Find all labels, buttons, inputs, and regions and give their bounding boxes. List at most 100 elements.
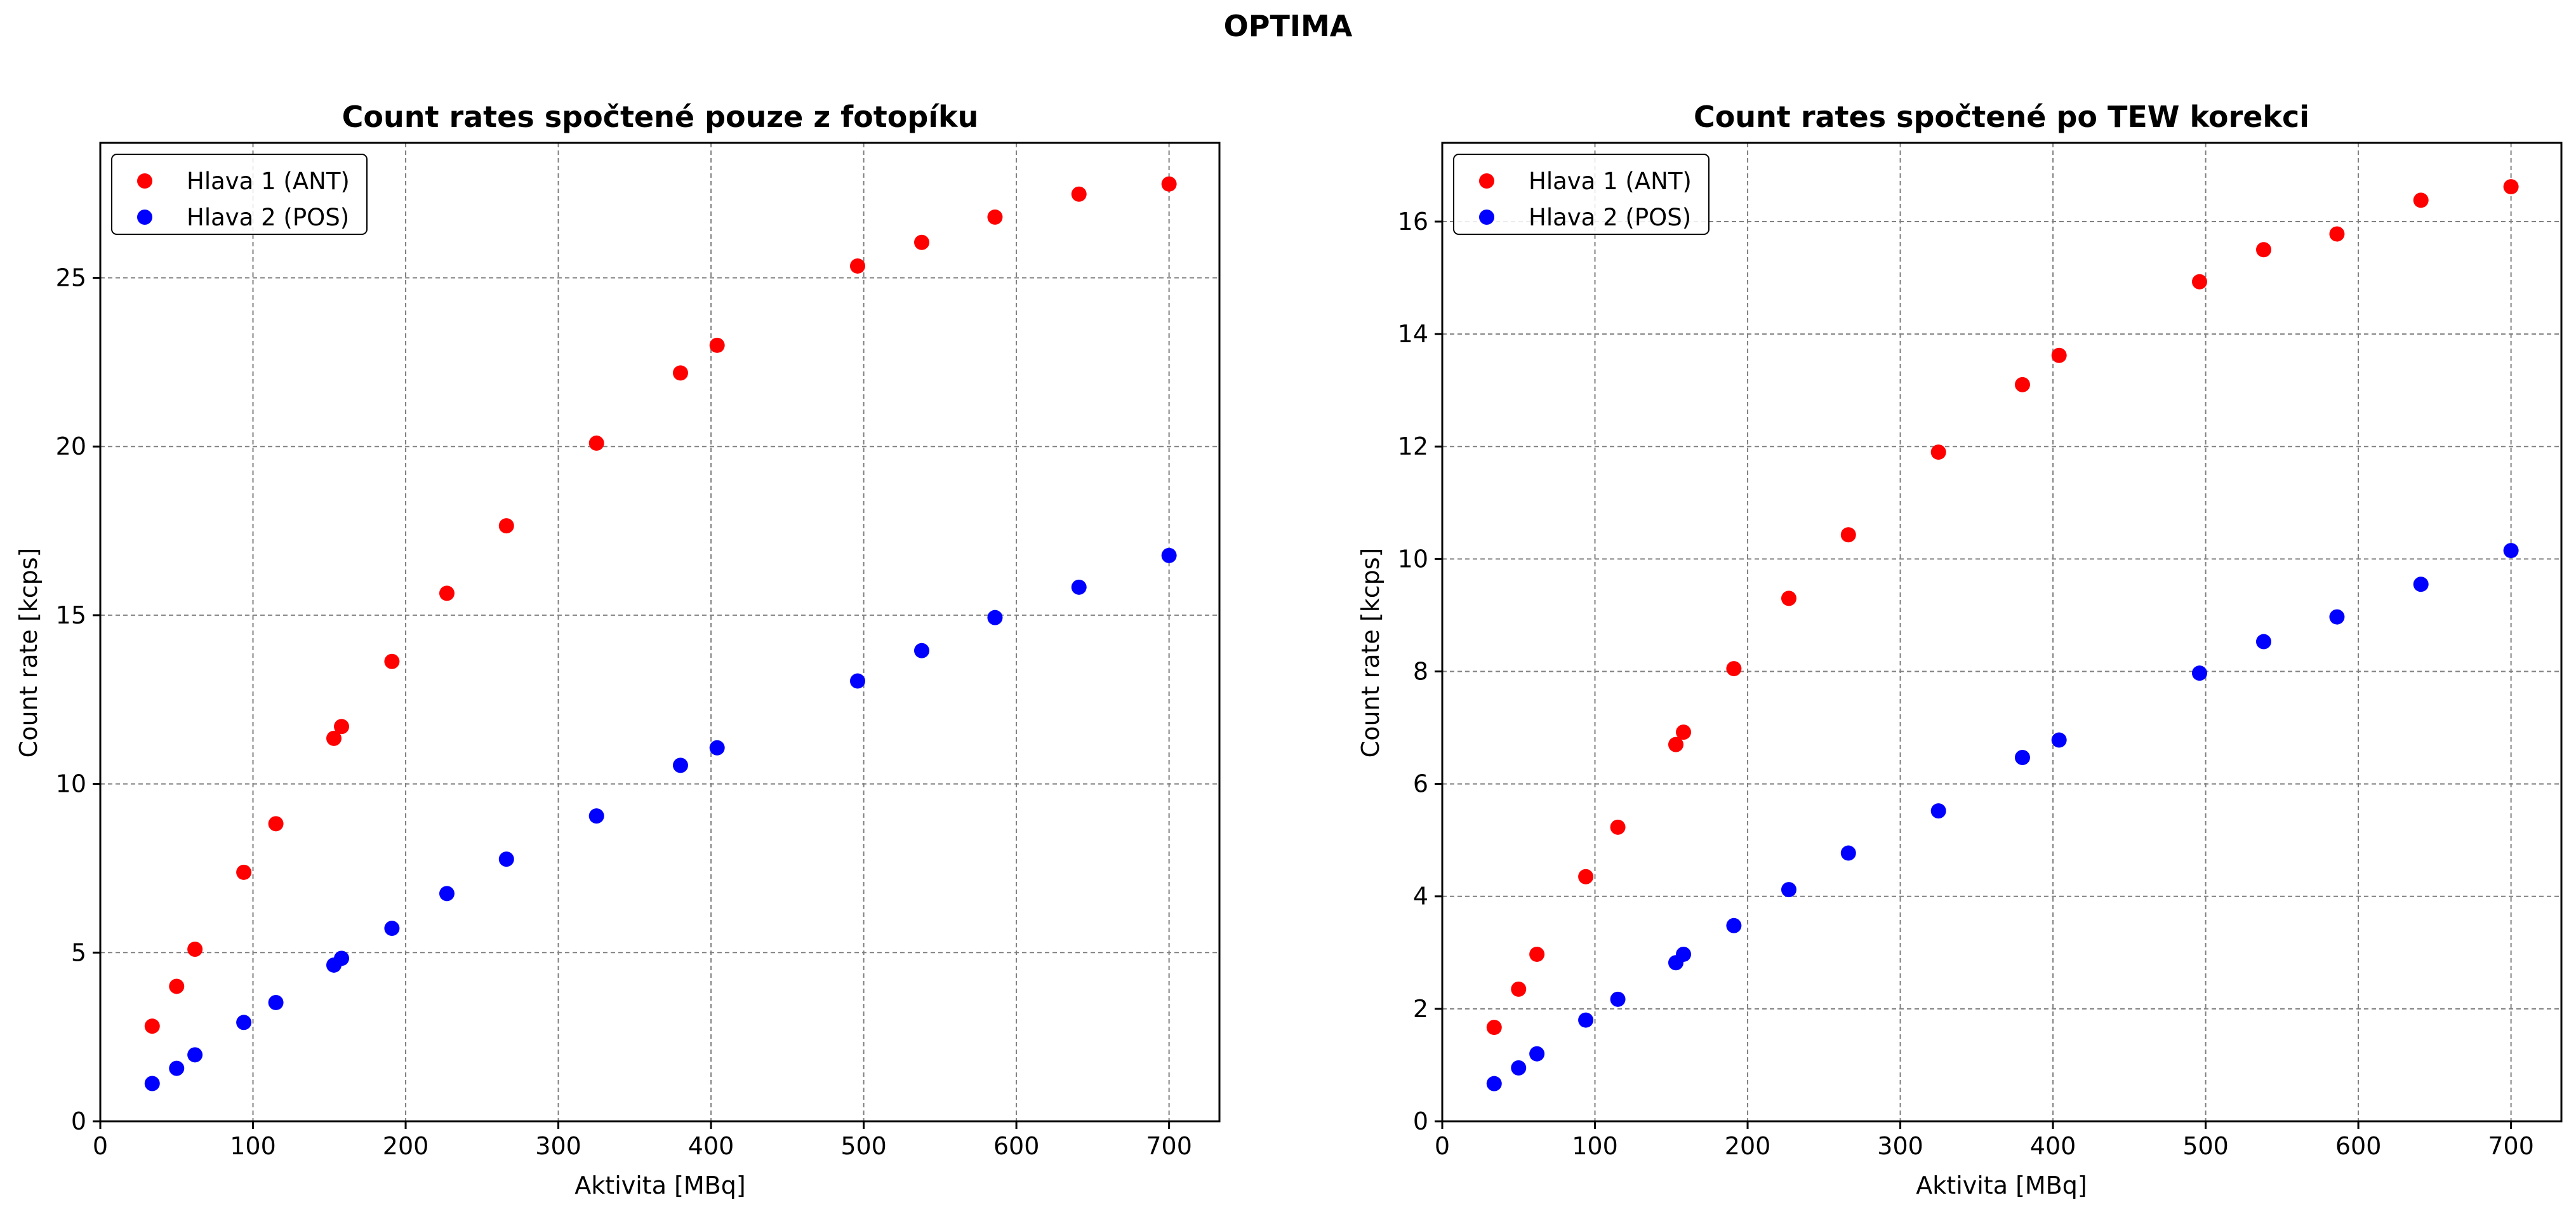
data-point-left-series-2 — [384, 921, 400, 937]
x-axis-label-right: Aktivita [MBq] — [1916, 1171, 2087, 1199]
legend-right — [1453, 154, 1710, 235]
figure-suptitle: OPTIMA — [1224, 9, 1353, 43]
data-point-left-series-2 — [849, 673, 865, 689]
y-tick-label-right: 6 — [1413, 770, 1428, 798]
data-point-left-series-2 — [987, 610, 1003, 625]
y-tick-label-right: 14 — [1398, 320, 1428, 348]
x-tick-label-left: 400 — [688, 1132, 734, 1160]
x-tick-label-left: 600 — [993, 1132, 1040, 1160]
data-point-right-series-1 — [1930, 444, 1946, 460]
data-point-left-series-1 — [498, 518, 514, 534]
chart-panel-right: Count rates spočtené po TEW korekci Akti… — [1357, 100, 2563, 1199]
data-point-left-series-2 — [913, 643, 929, 658]
legend-marker-left-series-1 — [137, 173, 152, 189]
data-point-left-series-2 — [709, 740, 725, 756]
data-point-left-series-1 — [268, 816, 284, 832]
data-point-right-series-1 — [1668, 737, 1683, 752]
x-tick-label-right: 300 — [1877, 1132, 1923, 1160]
data-point-right-series-1 — [1840, 527, 1856, 543]
y-tick-label-right: 4 — [1413, 883, 1428, 910]
y-tick-label-right: 2 — [1413, 995, 1428, 1023]
data-point-right-series-1 — [1486, 1020, 1502, 1036]
data-point-left-series-2 — [1071, 579, 1087, 595]
data-point-left-series-2 — [1161, 547, 1177, 563]
data-point-right-series-2 — [1930, 803, 1946, 819]
data-point-left-series-2 — [268, 994, 284, 1010]
legend-left — [111, 154, 368, 235]
y-tick-label-left: 5 — [71, 938, 86, 966]
y-axis-label-right: Count rate [kcps] — [1357, 548, 1384, 758]
data-point-left-series-1 — [672, 365, 688, 381]
data-point-right-series-2 — [2255, 634, 2271, 650]
data-point-left-series-1 — [236, 864, 252, 880]
chart-title-left: Count rates spočtené pouze z fotopíku — [342, 100, 979, 134]
x-tick-label-right: 500 — [2182, 1132, 2229, 1160]
data-point-left-series-2 — [187, 1047, 203, 1063]
data-point-left-series-2 — [498, 851, 514, 867]
data-point-right-series-1 — [1781, 590, 1796, 606]
y-tick-label-right: 10 — [1398, 545, 1428, 573]
x-tick-label-left: 100 — [230, 1132, 276, 1160]
data-point-left-series-1 — [334, 719, 350, 735]
x-tick-label-right: 0 — [1435, 1132, 1450, 1160]
data-point-left-series-1 — [326, 730, 342, 746]
data-point-left-series-1 — [709, 337, 725, 353]
data-point-left-series-2 — [672, 757, 688, 773]
data-point-right-series-1 — [1529, 946, 1545, 962]
data-point-left-series-1 — [169, 978, 185, 994]
data-point-right-series-2 — [2051, 732, 2067, 748]
data-point-right-series-2 — [1676, 946, 1692, 962]
y-axis-label-left: Count rate [kcps] — [15, 548, 43, 758]
legend-label-left-series-2: Hlava 2 (POS) — [187, 204, 349, 231]
data-point-right-series-1 — [2329, 226, 2345, 242]
y-tick-label-left: 0 — [71, 1107, 86, 1135]
data-point-right-series-2 — [1781, 882, 1796, 898]
x-tick-label-left: 200 — [383, 1132, 429, 1160]
data-point-right-series-1 — [1726, 661, 1742, 677]
data-point-right-series-2 — [2413, 577, 2429, 592]
legend-label-left-series-1: Hlava 1 (ANT) — [187, 168, 350, 195]
data-point-right-series-1 — [2191, 274, 2207, 290]
data-point-left-series-2 — [439, 886, 455, 902]
x-tick-label-left: 500 — [840, 1132, 887, 1160]
data-point-right-series-1 — [1676, 724, 1692, 740]
data-point-right-series-1 — [1610, 819, 1626, 835]
x-tick-label-right: 700 — [2488, 1132, 2534, 1160]
data-point-left-series-1 — [987, 209, 1003, 225]
data-point-right-series-2 — [1511, 1060, 1527, 1076]
data-point-right-series-1 — [2255, 242, 2271, 258]
data-point-left-series-2 — [236, 1015, 252, 1031]
legend-label-right-series-2: Hlava 2 (POS) — [1529, 204, 1691, 231]
data-point-left-series-1 — [1071, 186, 1087, 202]
data-point-left-series-1 — [439, 585, 455, 601]
data-point-left-series-1 — [849, 258, 865, 274]
data-point-right-series-2 — [1840, 845, 1856, 861]
data-point-right-series-1 — [2014, 377, 2030, 392]
y-tick-label-left: 15 — [56, 601, 86, 629]
legend-marker-left-series-2 — [137, 210, 152, 225]
data-point-right-series-1 — [2413, 192, 2429, 208]
chart-title-right: Count rates spočtené po TEW korekci — [1694, 100, 2309, 134]
data-point-left-series-2 — [334, 951, 350, 966]
x-tick-label-right: 600 — [2335, 1132, 2382, 1160]
legend-label-right-series-1: Hlava 1 (ANT) — [1529, 168, 1692, 195]
data-point-right-series-2 — [2014, 749, 2030, 765]
data-point-right-series-2 — [2503, 543, 2519, 559]
x-tick-label-left: 300 — [535, 1132, 581, 1160]
legend-marker-right-series-2 — [1479, 210, 1494, 225]
data-point-right-series-1 — [2051, 347, 2067, 363]
plot-frame-left — [99, 142, 1221, 1123]
y-tick-label-right: 16 — [1398, 208, 1428, 236]
data-point-left-series-2 — [169, 1060, 185, 1076]
data-point-right-series-2 — [2191, 665, 2207, 681]
x-axis-label-left: Aktivita [MBq] — [574, 1171, 745, 1199]
y-tick-label-right: 8 — [1413, 657, 1428, 685]
data-point-left-series-1 — [1161, 176, 1177, 192]
data-point-right-series-2 — [2329, 609, 2345, 625]
data-point-left-series-1 — [913, 234, 929, 250]
x-tick-label-right: 100 — [1572, 1132, 1618, 1160]
data-point-right-series-1 — [1511, 981, 1527, 997]
y-tick-label-right: 12 — [1398, 432, 1428, 460]
y-tick-label-left: 20 — [56, 432, 86, 460]
